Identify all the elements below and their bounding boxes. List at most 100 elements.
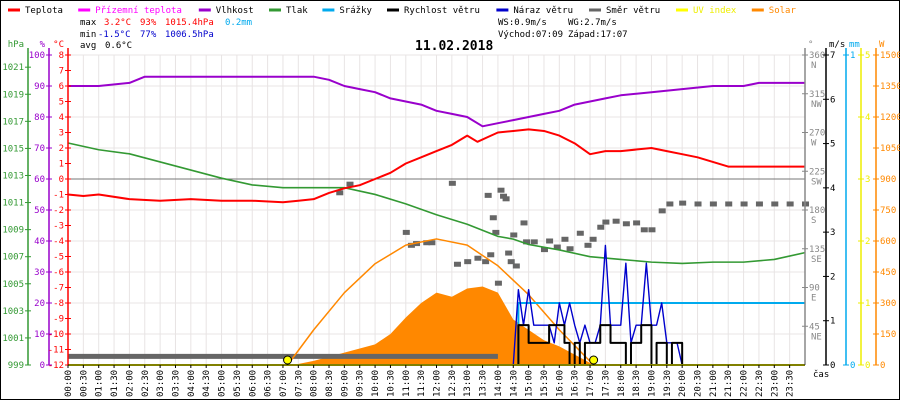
chart-title: 11.02.2018 [415, 39, 493, 54]
solar-tick-label: 0 [880, 361, 885, 371]
wind-direction-point [566, 246, 574, 252]
stat-ws: WS:0.9m/s [498, 18, 547, 28]
x-tick-label: 21:00 [709, 370, 719, 397]
stat-min-temp: -1.5°C [98, 30, 131, 40]
wind-direction-point [530, 239, 538, 245]
direction-compass-label: NE [811, 332, 822, 342]
x-tick-label: 07:00 [279, 370, 289, 397]
wind-direction-point [561, 236, 569, 242]
temperature-tick-label: -12 [48, 361, 64, 371]
solar-tick-label: 1050 [880, 144, 900, 154]
solar-tick-label: 1200 [880, 113, 900, 123]
wind-direction-point [512, 263, 520, 269]
wind-axis-unit: m/s [829, 40, 845, 50]
stat-max-label: max [80, 18, 97, 28]
humidity-tick-label: 80 [34, 113, 45, 123]
wind-direction-point [492, 229, 500, 235]
legend: Teplota Přízemní teplota Vlhkost Tlak Srážky… [8, 6, 796, 16]
solar-tick-label: 600 [880, 237, 896, 247]
pressure-tick-label: 1013 [2, 171, 24, 181]
pressure-axis-unit: hPa [8, 40, 24, 50]
solar-tick-label: 1350 [880, 82, 900, 92]
wind-direction-point [546, 238, 554, 244]
wind-tick-label: 5 [830, 140, 835, 150]
wind-direction-point [497, 187, 505, 193]
humidity-tick-label: 50 [34, 206, 45, 216]
legend-label: Směr větru [606, 6, 660, 16]
wind-direction-point [453, 261, 461, 267]
direction-compass-label: NW [811, 100, 822, 110]
pressure-tick-label: 1021 [2, 63, 24, 73]
x-tick-label: 00:30 [79, 370, 89, 397]
wind-direction-point [612, 218, 620, 224]
temperature-tick-label: 1 [59, 160, 64, 170]
wind-direction-point [576, 230, 584, 236]
humidity-tick-label: 60 [34, 175, 45, 185]
temperature-tick-label: 0 [59, 175, 64, 185]
wind-direction-point [584, 242, 592, 248]
solar-tick-label: 750 [880, 206, 896, 216]
temperature-tick-label: -7 [53, 284, 64, 294]
wind-direction-point [786, 201, 794, 207]
solar-tick-label: 1500 [880, 51, 900, 61]
series-line-vlhkost [68, 75, 805, 128]
solar-tick-label: 150 [880, 330, 896, 340]
wind-direction-point [494, 280, 502, 286]
wind-direction-point [597, 224, 605, 230]
wind-direction-point [755, 201, 763, 207]
x-tick-label: 08:00 [310, 370, 320, 397]
humidity-tick-label: 100 [29, 51, 45, 61]
direction-tick-label: 135 [809, 245, 825, 255]
stat-max-hum: 93% [140, 18, 157, 28]
uv-tick-label: 0 [865, 361, 870, 371]
solar-axis-unit: W [879, 40, 885, 50]
humidity-tick-label: 90 [34, 82, 45, 92]
pressure-tick-label: 999 [8, 361, 24, 371]
x-tick-label: 01:30 [110, 370, 120, 397]
stat-sunrise: Východ:07:09 [498, 30, 563, 40]
x-tick-label: 20:30 [694, 370, 704, 397]
wind-direction-point [771, 201, 779, 207]
stat-wg: WG:2.7m/s [568, 18, 617, 28]
pressure-tick-label: 1019 [2, 90, 24, 100]
stat-min-pres: 1006.5hPa [165, 30, 214, 40]
x-tick-label: 07:30 [294, 370, 304, 397]
uv-tick-label: 5 [865, 51, 870, 61]
x-tick-label: 17:30 [601, 370, 611, 397]
x-tick-label: 10:30 [386, 370, 396, 397]
axes: hPa9991001100310051007100910111013101510… [2, 40, 900, 371]
humidity-tick-label: 30 [34, 268, 45, 278]
wind-tick-label: 2 [830, 272, 835, 282]
temperature-tick-label: 6 [59, 82, 64, 92]
wind-direction-point [658, 208, 666, 214]
direction-compass-label: N [811, 61, 816, 71]
direction-tick-label: 360 [809, 51, 825, 61]
direction-compass-label: SW [811, 177, 822, 187]
wind-direction-point [489, 215, 497, 221]
wind-direction-point [423, 240, 431, 246]
wind-direction-point [464, 259, 472, 265]
direction-tick-label: 180 [809, 206, 825, 216]
x-tick-label: 12:30 [448, 370, 458, 397]
legend-label: Náraz větru [513, 6, 573, 16]
uv-tick-label: 1 [865, 299, 870, 309]
wind-tick-label: 0 [830, 361, 835, 371]
uv-tick-label: 3 [865, 175, 870, 185]
wind-direction-point [648, 227, 656, 233]
series-line-tlak [67, 142, 806, 265]
wind-direction-point [602, 219, 610, 225]
x-tick-label: 16:00 [555, 370, 565, 397]
wind-direction-point [505, 250, 513, 256]
x-tick-label: 22:00 [740, 370, 750, 397]
direction-compass-label: W [811, 139, 817, 149]
x-tick-label: 18:30 [632, 370, 642, 397]
wind-direction-point [484, 192, 492, 198]
legend-label: Teplota [25, 6, 63, 16]
stat-max-temp: 3.2°C [104, 18, 131, 28]
temperature-tick-label: -11 [48, 346, 64, 356]
temperature-tick-label: 5 [59, 98, 64, 108]
wind-direction-point [474, 255, 482, 261]
x-tick-label: 09:00 [340, 370, 350, 397]
pressure-tick-label: 1017 [2, 117, 24, 127]
